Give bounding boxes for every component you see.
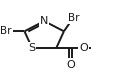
- Text: N: N: [40, 16, 48, 26]
- Text: O: O: [79, 43, 87, 53]
- Text: Br: Br: [0, 26, 12, 36]
- Text: Br: Br: [67, 13, 79, 23]
- Text: S: S: [28, 43, 35, 53]
- Text: O: O: [66, 60, 74, 70]
